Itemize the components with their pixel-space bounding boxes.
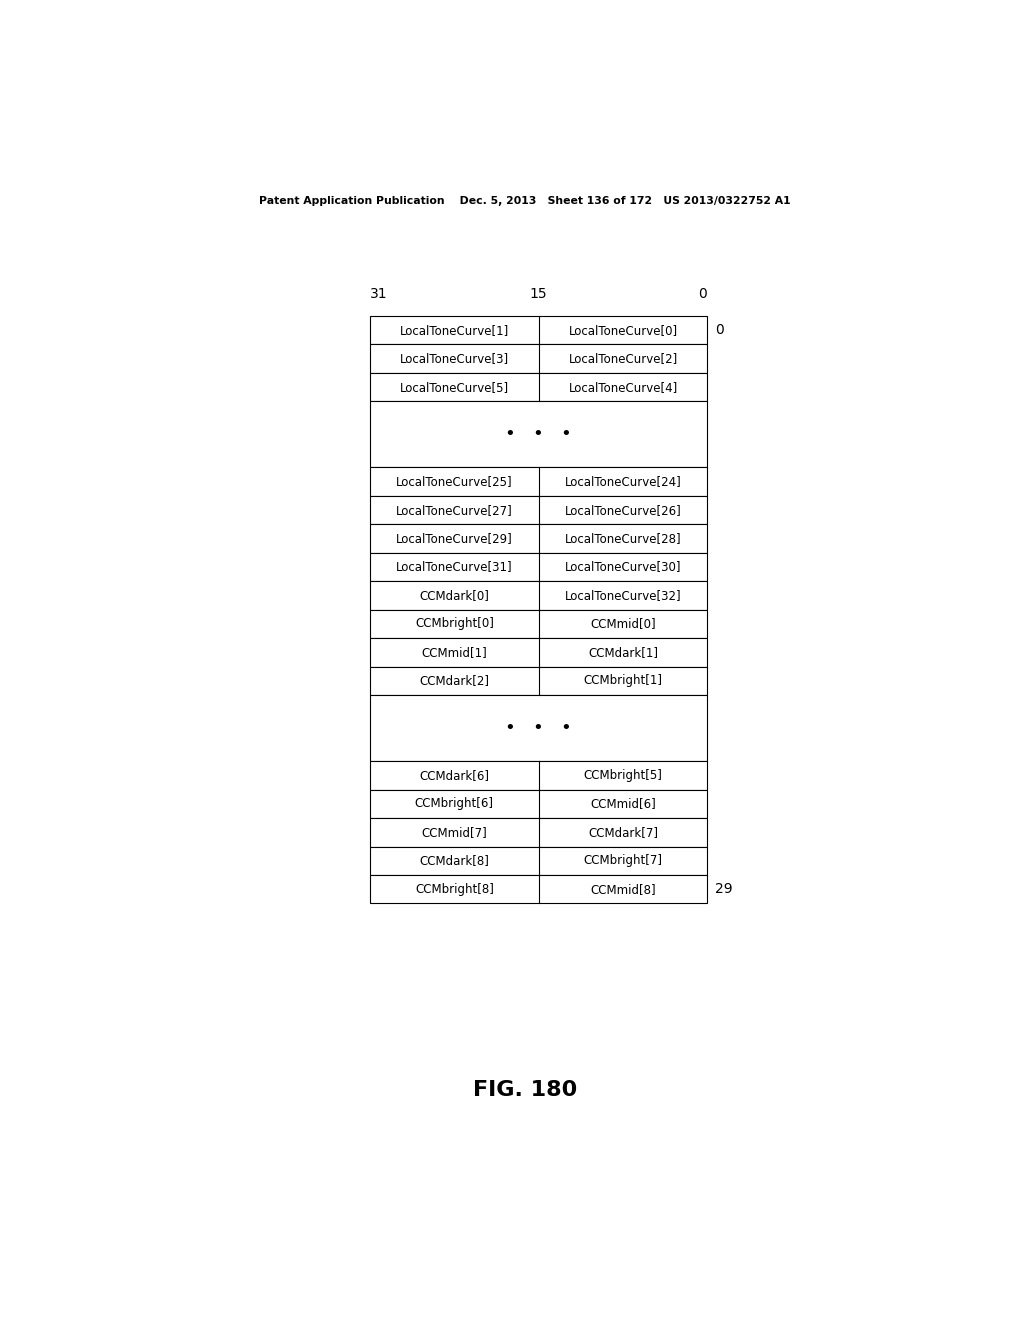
Text: LocalToneCurve[28]: LocalToneCurve[28] <box>564 532 681 545</box>
Text: CCMbright[6]: CCMbright[6] <box>415 797 494 810</box>
Bar <box>370 345 708 372</box>
Text: LocalToneCurve[29]: LocalToneCurve[29] <box>396 532 513 545</box>
Text: CCMdark[2]: CCMdark[2] <box>420 675 489 688</box>
Bar <box>370 875 708 903</box>
Bar <box>370 496 708 524</box>
Text: LocalToneCurve[30]: LocalToneCurve[30] <box>565 561 681 573</box>
Text: 0: 0 <box>698 286 708 301</box>
Bar <box>370 610 708 638</box>
Text: CCMdark[0]: CCMdark[0] <box>420 589 489 602</box>
Text: •   •   •: • • • <box>505 719 572 737</box>
Text: CCMmid[8]: CCMmid[8] <box>590 883 655 896</box>
Text: FIG. 180: FIG. 180 <box>473 1081 577 1101</box>
Bar <box>370 818 708 846</box>
Text: CCMdark[8]: CCMdark[8] <box>420 854 489 867</box>
Bar <box>370 553 708 581</box>
Text: LocalToneCurve[1]: LocalToneCurve[1] <box>399 323 509 337</box>
Text: CCMbright[1]: CCMbright[1] <box>584 675 663 688</box>
Text: 15: 15 <box>529 286 548 301</box>
Text: CCMbright[5]: CCMbright[5] <box>584 768 663 781</box>
Bar <box>370 696 708 762</box>
Bar <box>370 524 708 553</box>
Text: CCMmid[6]: CCMmid[6] <box>590 797 656 810</box>
Text: CCMdark[7]: CCMdark[7] <box>588 826 658 838</box>
Bar <box>370 789 708 818</box>
Text: 31: 31 <box>370 286 388 301</box>
Text: CCMmid[7]: CCMmid[7] <box>422 826 487 838</box>
Text: LocalToneCurve[2]: LocalToneCurve[2] <box>568 352 678 366</box>
Text: CCMdark[1]: CCMdark[1] <box>588 645 658 659</box>
Text: LocalToneCurve[27]: LocalToneCurve[27] <box>396 503 513 516</box>
Text: 29: 29 <box>715 882 733 896</box>
Text: CCMbright[7]: CCMbright[7] <box>584 854 663 867</box>
Text: Patent Application Publication    Dec. 5, 2013   Sheet 136 of 172   US 2013/0322: Patent Application Publication Dec. 5, 2… <box>259 197 791 206</box>
Bar <box>370 846 708 875</box>
Text: LocalToneCurve[26]: LocalToneCurve[26] <box>564 503 681 516</box>
Text: LocalToneCurve[0]: LocalToneCurve[0] <box>568 323 678 337</box>
Text: CCMbright[8]: CCMbright[8] <box>415 883 494 896</box>
Text: LocalToneCurve[31]: LocalToneCurve[31] <box>396 561 513 573</box>
Text: LocalToneCurve[25]: LocalToneCurve[25] <box>396 475 513 488</box>
Text: LocalToneCurve[32]: LocalToneCurve[32] <box>564 589 681 602</box>
Bar <box>370 638 708 667</box>
Bar <box>370 467 708 496</box>
Bar <box>370 401 708 467</box>
Text: CCMbright[0]: CCMbright[0] <box>415 618 494 631</box>
Bar <box>370 762 708 789</box>
Bar <box>370 372 708 401</box>
Bar <box>370 667 708 696</box>
Text: CCMmid[0]: CCMmid[0] <box>590 618 655 631</box>
Text: LocalToneCurve[5]: LocalToneCurve[5] <box>399 380 509 393</box>
Text: CCMdark[6]: CCMdark[6] <box>420 768 489 781</box>
Bar <box>370 581 708 610</box>
Text: CCMmid[1]: CCMmid[1] <box>422 645 487 659</box>
Text: LocalToneCurve[3]: LocalToneCurve[3] <box>399 352 509 366</box>
Text: LocalToneCurve[24]: LocalToneCurve[24] <box>564 475 681 488</box>
Text: 0: 0 <box>715 323 724 337</box>
Text: LocalToneCurve[4]: LocalToneCurve[4] <box>568 380 678 393</box>
Bar <box>370 315 708 345</box>
Text: •   •   •: • • • <box>505 425 572 444</box>
